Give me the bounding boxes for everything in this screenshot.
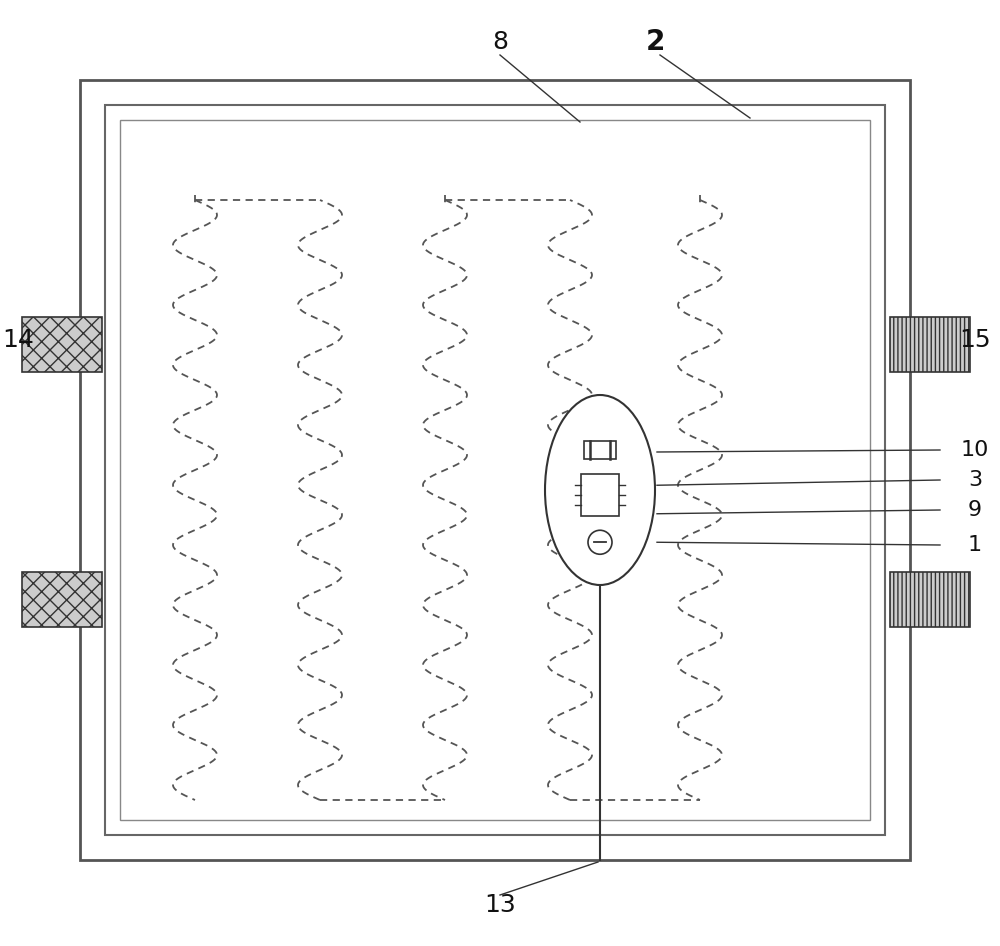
Text: 10: 10	[961, 440, 989, 460]
Bar	[120, 120, 870, 820]
Text: 3: 3	[968, 470, 982, 490]
Text: 14: 14	[2, 328, 34, 352]
Bar	[584, 441, 616, 459]
Bar	[890, 572, 970, 627]
Text: 9: 9	[968, 500, 982, 520]
Text: 15: 15	[959, 328, 991, 352]
Bar	[80, 80, 910, 860]
Bar	[22, 318, 102, 373]
Text: 13: 13	[484, 893, 516, 917]
Bar	[890, 318, 970, 373]
Circle shape	[588, 531, 612, 554]
Text: 1: 1	[968, 535, 982, 555]
Bar	[22, 572, 102, 627]
Text: 8: 8	[492, 30, 508, 54]
Bar	[105, 105, 885, 835]
Text: 2: 2	[645, 28, 665, 56]
Bar	[581, 474, 619, 516]
Ellipse shape	[545, 395, 655, 585]
